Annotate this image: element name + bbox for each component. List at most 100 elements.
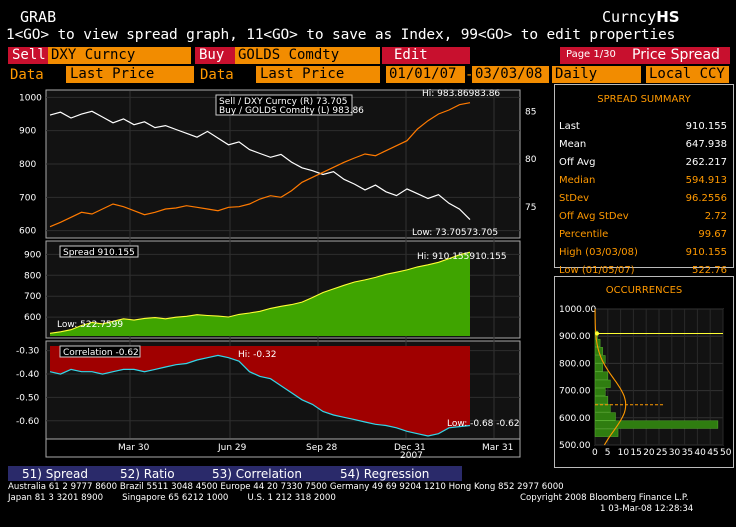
histogram-bar [594,404,611,413]
occurrences-x-tick: 20 [643,448,655,458]
spread-summary-title: SPREAD SUMMARY [597,94,691,105]
summary-value: 647.938 [685,139,727,150]
occurrences-x-tick: 15 [630,448,641,458]
spread-tick: 900 [24,250,41,260]
summary-row: Percentile 99.67 [555,226,733,244]
price-left-tick: 800 [19,160,36,170]
price-low-label: Low: 73.70573.705 [412,228,498,238]
summary-row: Median 594.913 [555,172,733,190]
buy-security-field[interactable]: GOLDS Comdty [235,47,380,64]
page-indicator: Page 1/30 [560,47,628,64]
correlation-area-fill [50,346,470,436]
x-axis-year: 2007 [400,451,423,461]
summary-label: Off Avg [559,157,596,168]
summary-label: StDev [559,193,590,204]
price-right-tick: 75 [525,203,536,213]
sell-security-field[interactable]: DXY Curncy [48,47,191,64]
histogram-bar [594,420,719,429]
correlation-tick: -0.60 [16,417,40,427]
correlation-tick: -0.50 [16,393,40,403]
price-right-tick: 80 [525,155,537,165]
histogram-bar [594,412,616,421]
fkey-correlation[interactable]: 53) Correlation [212,467,302,481]
occurrences-y-tick: 500.00 [559,441,591,451]
x-tick-label: Mar 30 [118,443,150,453]
summary-row: Last 910.155 [555,118,733,136]
currency-select[interactable]: Local CCY [646,66,729,83]
spread-tick: 800 [24,271,41,281]
summary-row: Off Avg 262.217 [555,154,733,172]
occurrences-x-tick: 35 [682,448,693,458]
occurrences-x-tick: 45 [707,448,718,458]
histogram-bar [594,428,619,437]
last-value-marker [595,331,599,336]
data-label-buy: Data [200,67,234,83]
spread-low-label: Low: 522.7599 [57,320,123,330]
sell-label: Sell [8,47,52,64]
x-axis-strip [45,438,521,458]
grab-label: GRAB [20,8,57,26]
function-key-bar [8,466,462,481]
edit-button[interactable]: Edit [382,47,470,64]
price-right-tick: 85 [525,107,536,117]
summary-value: 262.217 [685,157,727,168]
summary-label: Median [559,175,596,186]
price-left-tick: 900 [19,127,36,137]
buy-data-field[interactable]: Last Price [256,66,380,83]
x-tick-label: Jun 29 [217,443,247,453]
brand-prefix: Curncy [602,8,657,26]
occurrences-x-tick: 0 [592,448,598,458]
price-left-tick: 1000 [19,93,42,103]
occurrences-y-tick: 1000.00 [559,305,596,315]
occurrences-x-tick: 30 [669,448,681,458]
summary-value: 910.155 [685,121,727,132]
summary-row: Mean 647.938 [555,136,733,154]
correlation-line [49,354,471,437]
date-separator: - [465,67,474,83]
correlation-tick: -0.30 [16,347,40,357]
instructions-line: 1<GO> to view spread graph, 11<GO> to sa… [6,27,676,43]
summary-row: Low (01/05/07) 522.76 [555,262,733,280]
screen-title: Price Spread [628,47,730,64]
summary-label: High (03/03/08) [559,247,638,258]
histogram-bar [594,387,606,397]
price-hi-label: Hi: 983.86983.86 [422,89,500,99]
spread-chart-area: Mar 30 Jun 29 Sep 28 Dec 31 Mar 31 1000 900 800… [2,84,552,466]
summary-value: 910.155 [685,247,727,258]
dxy-price-line [49,110,471,221]
summary-row: StDev 96.2556 [555,190,733,208]
correlation-tick: -0.40 [16,370,40,380]
summary-value: 99.67 [698,229,727,240]
occurrences-y-tick: 900.00 [559,332,591,342]
start-date-field[interactable]: 01/01/07 [386,66,465,83]
fkey-ratio[interactable]: 52) Ratio [120,467,175,481]
price-legend: Sell / DXY Curncy (R) 73.705 Buy / GOLDS… [215,94,364,116]
x-tick-label: Dec 31 [394,443,426,453]
summary-label: Low (01/05/07) [559,265,635,276]
occurrences-y-tick: 600.00 [559,414,591,424]
occurrences-y-tick: 700.00 [559,387,591,397]
spread-hi-label: Hi: 910.155910.155 [417,252,507,262]
spread-summary-panel: SPREAD SUMMARY Last 910.155 Mean 647.938 Off… [554,84,734,276]
spread-tick: 600 [24,313,41,323]
occurrences-x-tick: 5 [605,448,611,458]
occurrences-x-tick: 40 [694,448,706,458]
footer-contacts-2: Japan 81 3 3201 8900 Singapore 65 6212 1… [8,493,336,503]
fkey-spread[interactable]: 51) Spread [22,467,89,481]
fkey-regression[interactable]: 54) Regression [340,467,430,481]
summary-row: Off Avg StDev 2.72 [555,208,733,226]
price-left-tick: 600 [19,227,36,237]
summary-value: 522.76 [692,265,727,276]
summary-label: Last [559,121,580,132]
summary-label: Percentile [559,229,609,240]
summary-value: 96.2556 [685,193,727,204]
sell-data-field[interactable]: Last Price [66,66,194,83]
spread-summary-rows: Last 910.155 Mean 647.938 Off Avg 262.217 Medi… [555,118,733,280]
histogram-bar [594,396,609,405]
footer-contacts: Australia 61 2 9777 8600 Brazil 5511 304… [8,482,564,492]
gold-price-line [49,102,471,228]
end-date-field[interactable]: 03/03/08 [472,66,549,83]
legend-gold: Buy / GOLDS Comdty (L) 983.86 [219,106,364,116]
period-select[interactable]: Daily [552,66,641,83]
